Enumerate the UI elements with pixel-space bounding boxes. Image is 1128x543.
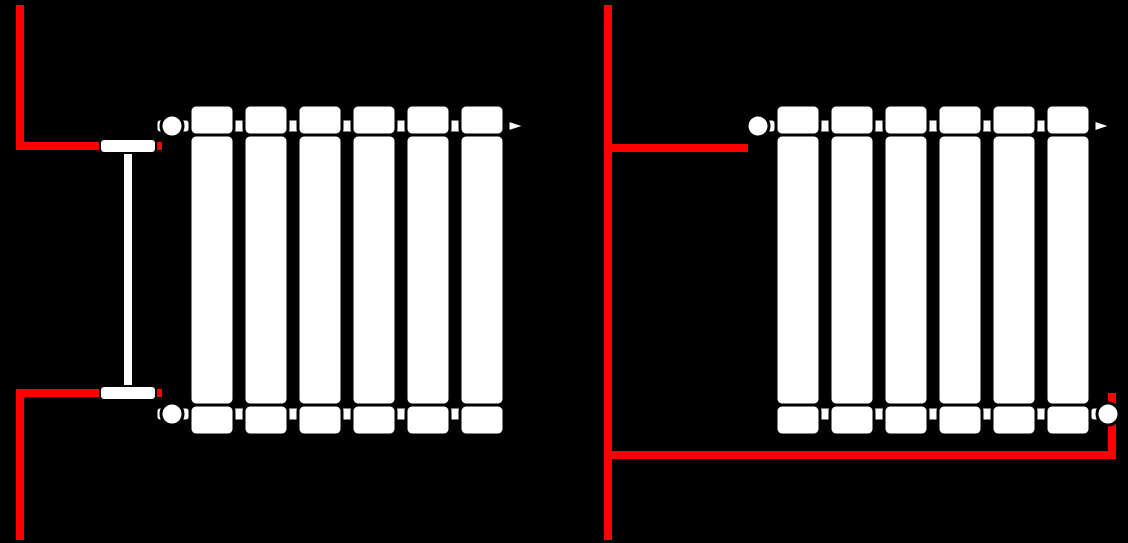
valve-icon <box>747 115 769 137</box>
radiator-header-bottom <box>190 407 504 421</box>
radiator-section <box>190 105 234 435</box>
radiator-section <box>776 105 820 435</box>
radiator-section <box>992 105 1036 435</box>
valve-icon <box>161 403 183 425</box>
radiator-section <box>298 105 342 435</box>
right-connector-top <box>747 115 776 137</box>
radiator-section <box>884 105 928 435</box>
radiator-section <box>352 105 396 435</box>
radiator-section <box>938 105 982 435</box>
radiator-header-top <box>190 119 504 133</box>
radiator-header-top <box>776 119 1090 133</box>
left-connector-top <box>156 115 190 137</box>
radiator-section <box>244 105 288 435</box>
radiator-section <box>830 105 874 435</box>
radiator-section <box>460 105 504 435</box>
right-connector-bottom <box>1090 403 1119 425</box>
radiator-section <box>1046 105 1090 435</box>
radiator-header-bottom <box>776 407 1090 421</box>
diagram-stage <box>0 0 1128 543</box>
radiator-section <box>406 105 450 435</box>
valve-icon <box>1097 403 1119 425</box>
valve-icon <box>161 115 183 137</box>
left-connector-bottom <box>156 403 190 425</box>
